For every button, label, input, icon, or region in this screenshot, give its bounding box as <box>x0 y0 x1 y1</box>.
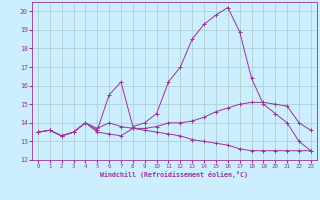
X-axis label: Windchill (Refroidissement éolien,°C): Windchill (Refroidissement éolien,°C) <box>100 171 248 178</box>
